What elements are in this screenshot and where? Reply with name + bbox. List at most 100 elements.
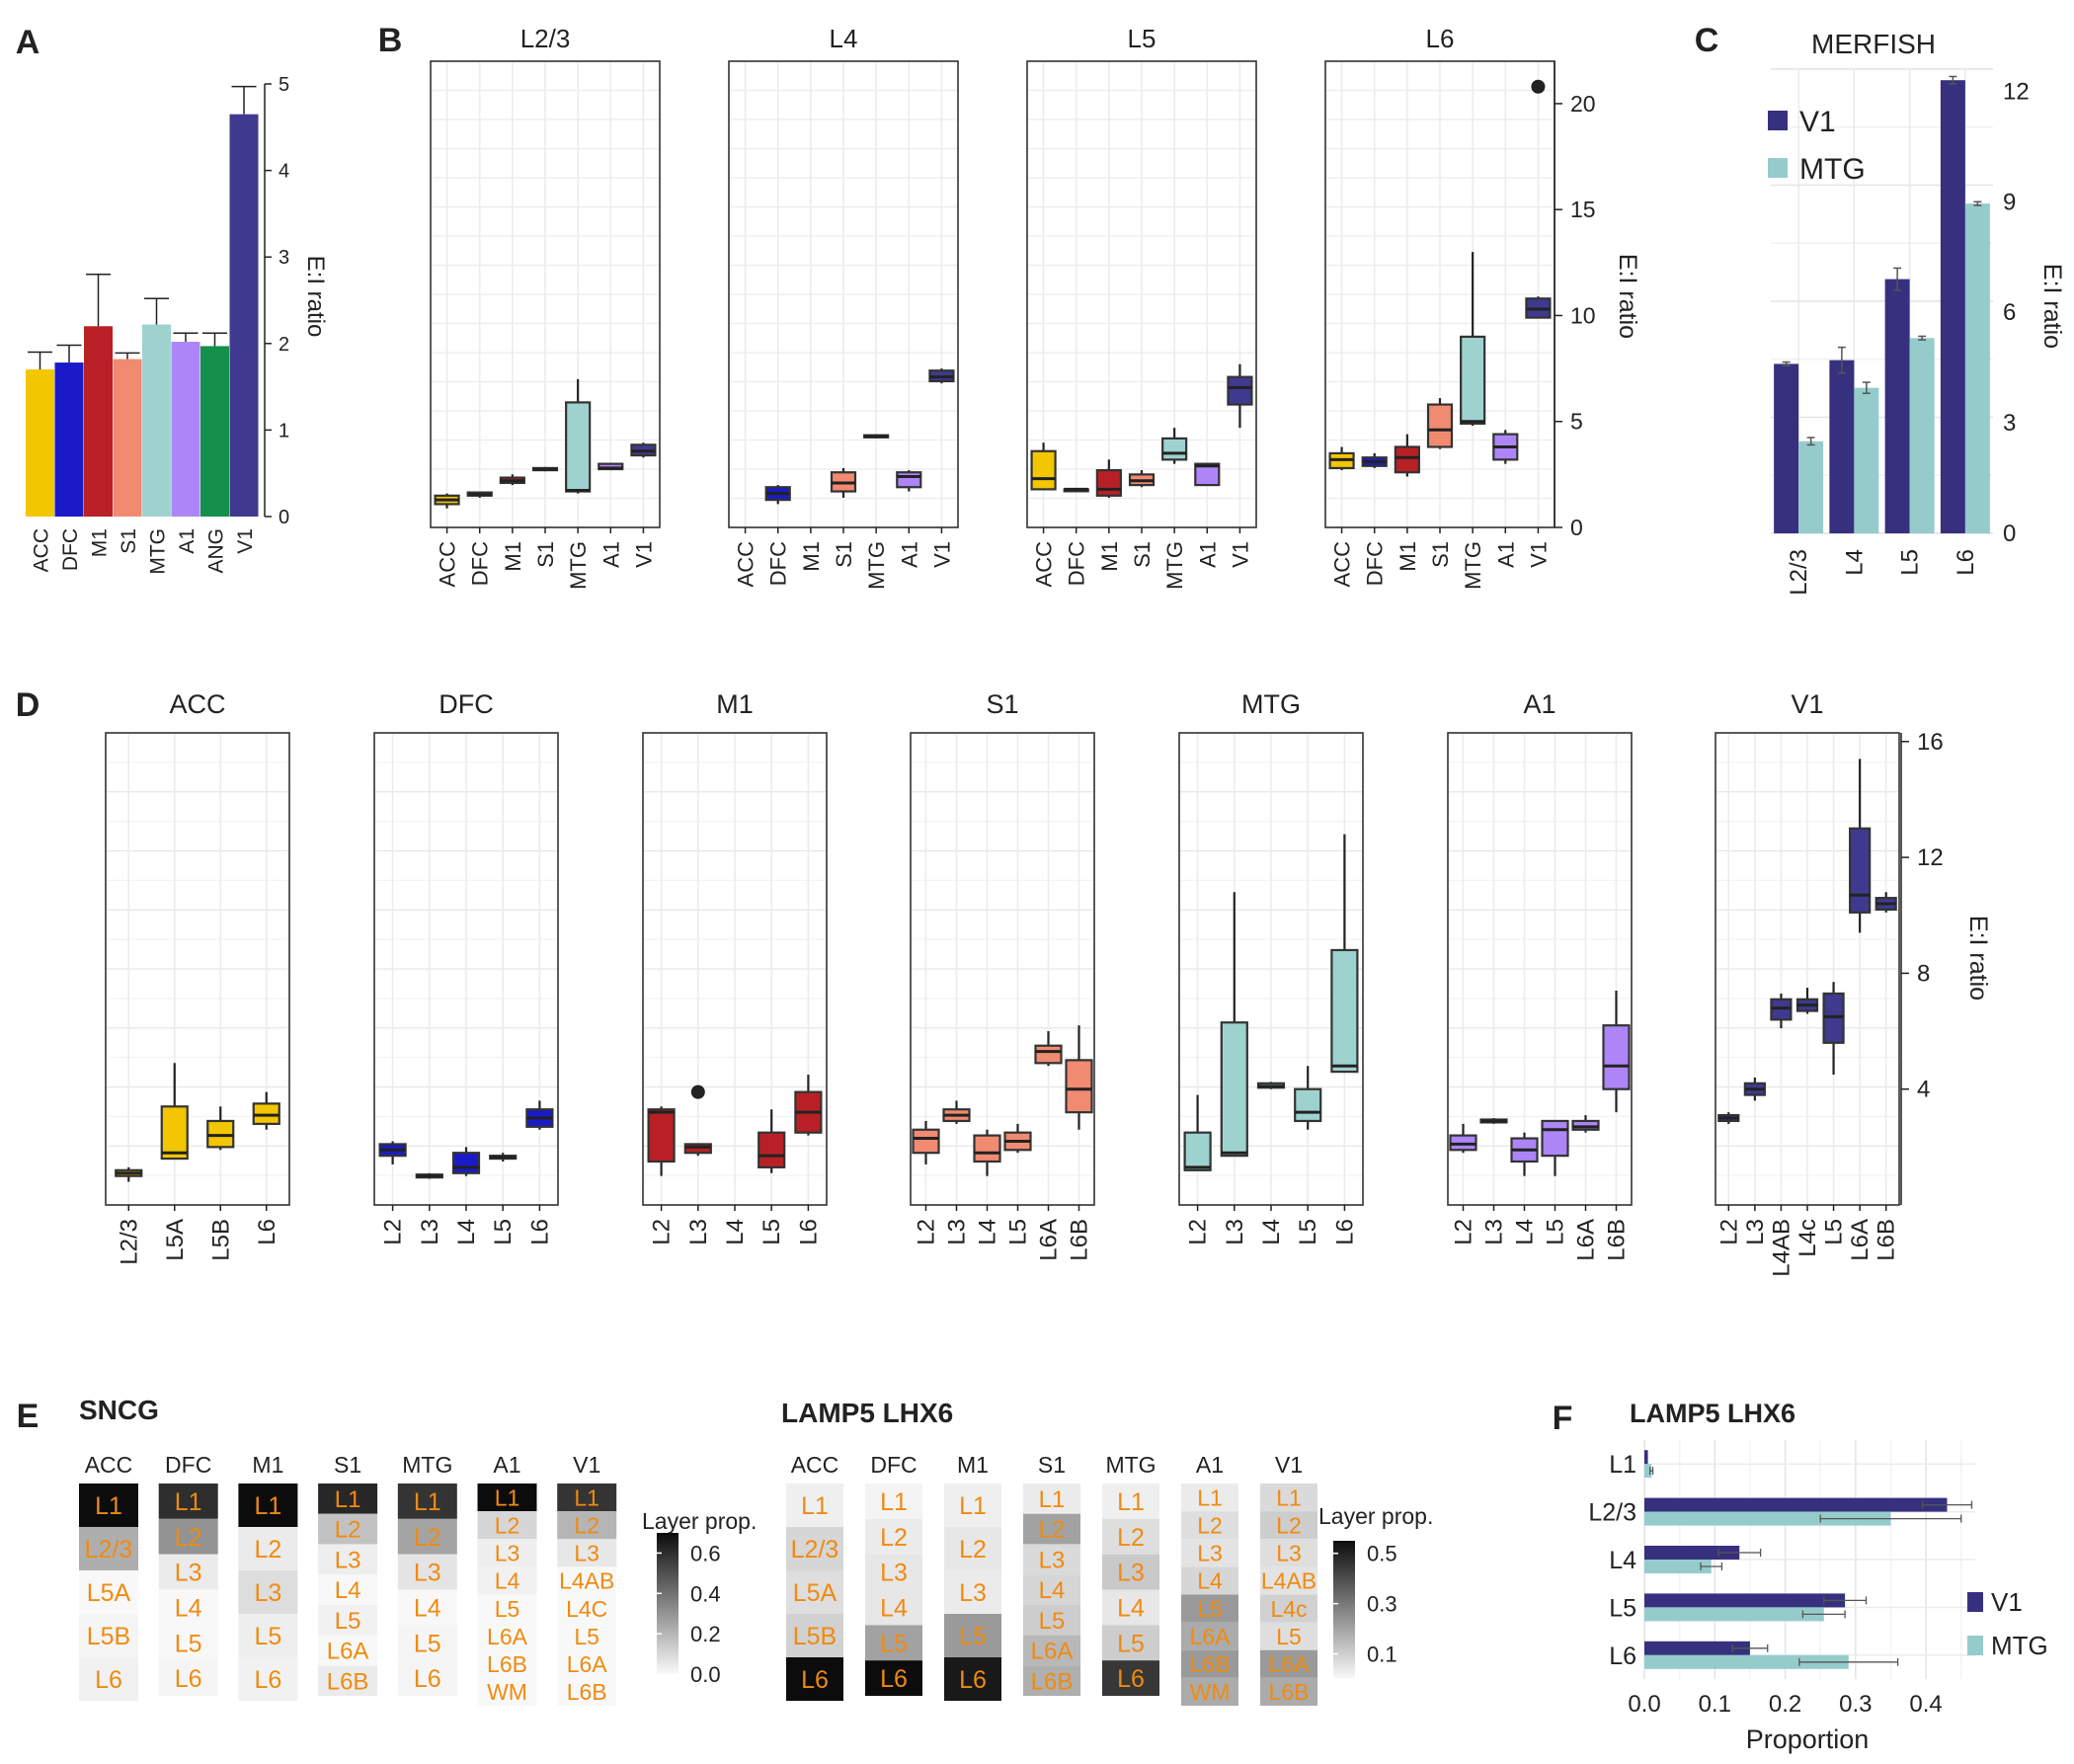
heat-cell-S1-L6B (1023, 1665, 1080, 1696)
ylabel-d: E:I ratio (1964, 916, 1992, 1001)
heat-label-S1-L4: L4 (1039, 1577, 1066, 1604)
heat-label-MTG-L4: L4 (1117, 1594, 1145, 1622)
bar-f-V1-L6 (1644, 1641, 1750, 1655)
facet-b-2: L5 ACC DFC M1 S1 MTG A1 V1 (1026, 24, 1257, 590)
heat-label-DFC-L3: L3 (175, 1560, 202, 1587)
heat-label-DFC-L1: L1 (175, 1488, 202, 1516)
legend-label-f-MTG: MTG (1991, 1631, 2048, 1660)
heat-label-M1-L1: L1 (959, 1492, 987, 1520)
facet-title-b-L5: L5 (1128, 24, 1157, 53)
heatmap-area-M1: M1 (252, 1452, 283, 1478)
bar-a-ANG (200, 346, 229, 517)
xticklabel-b-DFC: DFC (468, 541, 493, 586)
heat-label-A1-WM: WM (487, 1679, 527, 1705)
heat-cell-M1-L1 (944, 1483, 1001, 1527)
heatmap-area-M1: M1 (957, 1452, 989, 1478)
heatmap-area-MTG: MTG (1105, 1452, 1156, 1478)
heat-label-M1-L3: L3 (254, 1579, 281, 1607)
heat-label-A1-L3: L3 (495, 1541, 520, 1566)
heat-label-A1-L4: L4 (1197, 1568, 1223, 1594)
xticklabel-d-L5B: L5B (207, 1219, 234, 1261)
heat-cell-DFC-L6 (865, 1660, 922, 1696)
heat-cell-V1-L6B (557, 1677, 617, 1706)
facet-title-d-DFC: DFC (439, 689, 494, 719)
yticklabel-c-0: 0 (2003, 521, 2016, 547)
xticklabel-f-0.1: 0.1 (1699, 1691, 1731, 1718)
xticklabel-d-L5: L5 (1821, 1219, 1848, 1245)
yticklabel-c-6: 6 (2003, 299, 2016, 326)
heat-label-V1-L5: L5 (574, 1624, 599, 1649)
heat-label-V1-L5: L5 (1276, 1624, 1302, 1649)
xticklabel-c-L6: L6 (1953, 549, 1979, 576)
heat-label-ACC-L6: L6 (801, 1666, 829, 1694)
xticklabel-b-ACC: ACC (734, 541, 758, 588)
xtick-a-MTG: MTG (147, 528, 170, 575)
xticklabel-d-L4: L4 (453, 1219, 480, 1245)
box-d-MTG-L5-box (1294, 1087, 1322, 1123)
heat-cell-ACC-L5A (79, 1570, 138, 1614)
heat-cell-V1-L2 (557, 1511, 617, 1540)
legend-key-f-V1 (1967, 1592, 1983, 1612)
heat-cell-M1-L6 (238, 1657, 298, 1701)
heat-cell-A1-L6A (1181, 1622, 1238, 1650)
xticklabel-b-A1: A1 (598, 541, 623, 568)
heat-cell-M1-L1 (238, 1483, 298, 1527)
heat-label-ACC-L1: L1 (95, 1492, 122, 1520)
yticklabel-b-0: 0 (1570, 515, 1583, 540)
yticklabel-f-L2/3: L2/3 (1588, 1499, 1636, 1527)
yticklabel-a-0: 0 (279, 507, 289, 528)
heatmap-area-V1: V1 (1275, 1452, 1303, 1478)
heat-label-DFC-L3: L3 (880, 1560, 908, 1587)
xticklabel-b-A1: A1 (1493, 541, 1518, 568)
bar-f-V1-L1 (1644, 1450, 1648, 1465)
xticklabel-d-L3: L3 (1222, 1219, 1248, 1245)
yticklabel-b-10: 10 (1570, 302, 1596, 328)
facet-title-d-MTG: MTG (1241, 689, 1301, 719)
heat-cell-V1-L5 (557, 1622, 617, 1650)
heat-label-V1-L4C: L4C (566, 1596, 607, 1622)
heat-label-M1-L6: L6 (254, 1666, 281, 1694)
heat-label-S1-L3: L3 (1039, 1547, 1066, 1573)
xticklabel-d-L6: L6 (1331, 1219, 1358, 1245)
heatmap-legend-ticklabel-0.1: 0.1 (1367, 1643, 1397, 1667)
box-b-L5-MTG-box (1161, 437, 1188, 461)
heat-cell-MTG-L6 (397, 1660, 457, 1696)
heat-cell-A1-L5 (1181, 1594, 1238, 1623)
xticklabel-b-M1: M1 (1097, 541, 1122, 572)
heat-label-DFC-L5: L5 (880, 1630, 908, 1657)
heat-label-ACC-L5A: L5A (793, 1579, 838, 1607)
heatmap-area-ACC: ACC (791, 1452, 839, 1478)
heatmap-area-A1: A1 (493, 1452, 520, 1478)
bar-c-V1-L6 (1940, 80, 1965, 533)
yticklabel-b-20: 20 (1570, 91, 1596, 117)
bar-f-MTG-L2/3 (1644, 1511, 1891, 1526)
heat-label-V1-L1: L1 (1276, 1484, 1302, 1510)
bar-f-MTG-L4 (1644, 1560, 1712, 1573)
box-b-L5-A1-box (1194, 462, 1221, 487)
facet-d-2: M1 L2 L3 L4 L5 L6 (642, 689, 828, 1245)
heat-cell-ACC-L2/3 (79, 1527, 138, 1570)
xticklabel-d-L5: L5 (490, 1219, 517, 1245)
box-b-L5-M1-box (1095, 468, 1122, 497)
heat-label-DFC-L2: L2 (175, 1524, 202, 1552)
heatmap-title-0: SNCG (79, 1395, 159, 1425)
heat-cell-DFC-L2 (865, 1518, 922, 1555)
heat-label-M1-L2: L2 (959, 1536, 987, 1564)
heat-cell-A1-L2 (477, 1511, 537, 1540)
heat-label-MTG-L2: L2 (414, 1524, 441, 1552)
heat-cell-A1-L1 (477, 1483, 537, 1512)
bar-a-A1 (171, 342, 200, 517)
xticklabel-d-L3: L3 (1742, 1219, 1769, 1245)
heat-cell-A1-L4 (1181, 1566, 1238, 1595)
legend-key-c-V1 (1768, 111, 1788, 130)
xticklabel-b-V1: V1 (1526, 541, 1551, 568)
heatmap-area-A1: A1 (1196, 1452, 1224, 1478)
xticklabel-b-V1: V1 (929, 541, 954, 568)
xticklabel-c-L5: L5 (1897, 549, 1924, 576)
heat-label-A1-L2: L2 (1197, 1512, 1223, 1538)
xticklabel-b-V1: V1 (1228, 541, 1252, 568)
heat-cell-MTG-L1 (1102, 1483, 1159, 1519)
heat-cell-A1-L3 (477, 1539, 537, 1567)
heat-label-V1-L3: L3 (574, 1541, 599, 1566)
heat-cell-A1-WM (1181, 1677, 1238, 1706)
